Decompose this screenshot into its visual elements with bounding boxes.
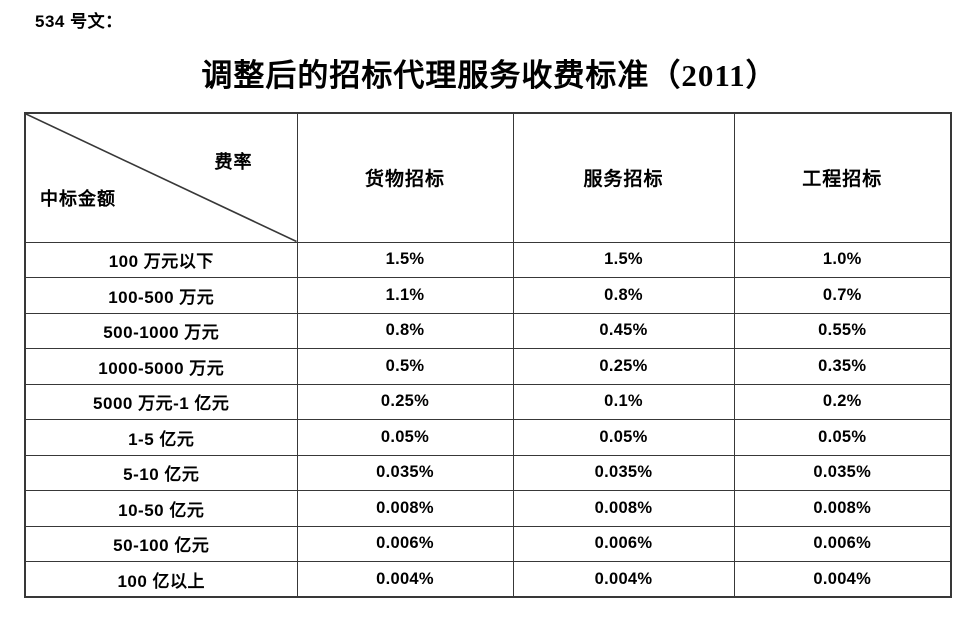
rate-cell: 0.035% [733, 454, 952, 491]
rate-cell: 0.004% [296, 561, 514, 598]
row-label: 100 亿以上 [24, 561, 298, 598]
table-row: 10-50 亿元 0.008% 0.008% 0.008% [24, 490, 952, 527]
row-label: 50-100 亿元 [24, 525, 298, 562]
rate-cell: 0.5% [296, 348, 514, 385]
rate-cell: 0.05% [296, 419, 514, 456]
diagonal-divider-line [26, 114, 297, 242]
rate-cell: 0.006% [296, 525, 514, 562]
rate-cell: 0.004% [512, 561, 735, 598]
column-header-goods: 货物招标 [296, 112, 514, 243]
table-row: 50-100 亿元 0.006% 0.006% 0.006% [24, 525, 952, 562]
rate-cell: 0.035% [296, 454, 514, 491]
column-header-services: 服务招标 [512, 112, 735, 243]
row-label: 100-500 万元 [24, 277, 298, 314]
rate-cell: 0.008% [296, 490, 514, 527]
rate-cell: 0.55% [733, 312, 952, 349]
row-label: 100 万元以下 [24, 241, 298, 278]
table-row: 100 亿以上 0.004% 0.004% 0.004% [24, 561, 952, 598]
column-header-engineering: 工程招标 [733, 112, 952, 243]
page-title: 调整后的招标代理服务收费标准（2011） [201, 58, 778, 93]
doc-number-label: 534 号文： [35, 12, 123, 31]
fee-rate-table: 费率 中标金额 货物招标 服务招标 工程招标 100 万元以下 1.5% 1.5… [24, 112, 952, 598]
table-row: 1000-5000 万元 0.5% 0.25% 0.35% [24, 348, 952, 385]
rate-cell: 0.8% [296, 312, 514, 349]
row-label: 1000-5000 万元 [24, 348, 298, 385]
rate-cell: 1.0% [733, 241, 952, 278]
rate-cell: 0.008% [512, 490, 735, 527]
rate-cell: 1.5% [296, 241, 514, 278]
rate-cell: 0.1% [512, 383, 735, 420]
rate-cell: 0.05% [733, 419, 952, 456]
rate-cell: 0.25% [296, 383, 514, 420]
row-label: 1-5 亿元 [24, 419, 298, 456]
table-row: 500-1000 万元 0.8% 0.45% 0.55% [24, 312, 952, 349]
table-row: 5000 万元-1 亿元 0.25% 0.1% 0.2% [24, 383, 952, 420]
rate-cell: 0.7% [733, 277, 952, 314]
corner-label-rate: 费率 [214, 152, 253, 172]
row-label: 5-10 亿元 [24, 454, 298, 491]
rate-cell: 0.8% [512, 277, 735, 314]
rate-cell: 0.006% [733, 525, 952, 562]
table-row: 100 万元以下 1.5% 1.5% 1.0% [24, 241, 952, 278]
rate-cell: 0.006% [512, 525, 735, 562]
rate-cell: 1.1% [296, 277, 514, 314]
diagonal-corner-cell: 费率 中标金额 [24, 112, 298, 243]
row-label: 500-1000 万元 [24, 312, 298, 349]
corner-label-bid-amount: 中标金额 [40, 188, 116, 209]
table-row: 5-10 亿元 0.035% 0.035% 0.035% [24, 454, 952, 491]
rate-cell: 0.45% [512, 312, 735, 349]
rate-cell: 0.35% [733, 348, 952, 385]
rate-cell: 0.004% [733, 561, 952, 598]
rate-cell: 1.5% [512, 241, 735, 278]
row-label: 10-50 亿元 [24, 490, 298, 527]
rate-cell: 0.05% [512, 419, 735, 456]
rate-cell: 0.2% [733, 383, 952, 420]
table-header-row: 费率 中标金额 货物招标 服务招标 工程招标 [24, 112, 952, 243]
rate-cell: 0.25% [512, 348, 735, 385]
table-row: 1-5 亿元 0.05% 0.05% 0.05% [24, 419, 952, 456]
table-row: 100-500 万元 1.1% 0.8% 0.7% [24, 277, 952, 314]
row-label: 5000 万元-1 亿元 [24, 383, 298, 420]
rate-cell: 0.035% [512, 454, 735, 491]
rate-cell: 0.008% [733, 490, 952, 527]
